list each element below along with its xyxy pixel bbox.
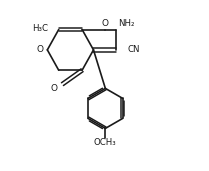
Text: H₃C: H₃C — [32, 24, 48, 33]
Text: O: O — [37, 45, 44, 54]
Text: O: O — [101, 19, 108, 28]
Text: OCH₃: OCH₃ — [94, 138, 117, 147]
Text: O: O — [50, 84, 57, 93]
Text: NH₂: NH₂ — [118, 19, 134, 28]
Text: CN: CN — [127, 45, 140, 54]
